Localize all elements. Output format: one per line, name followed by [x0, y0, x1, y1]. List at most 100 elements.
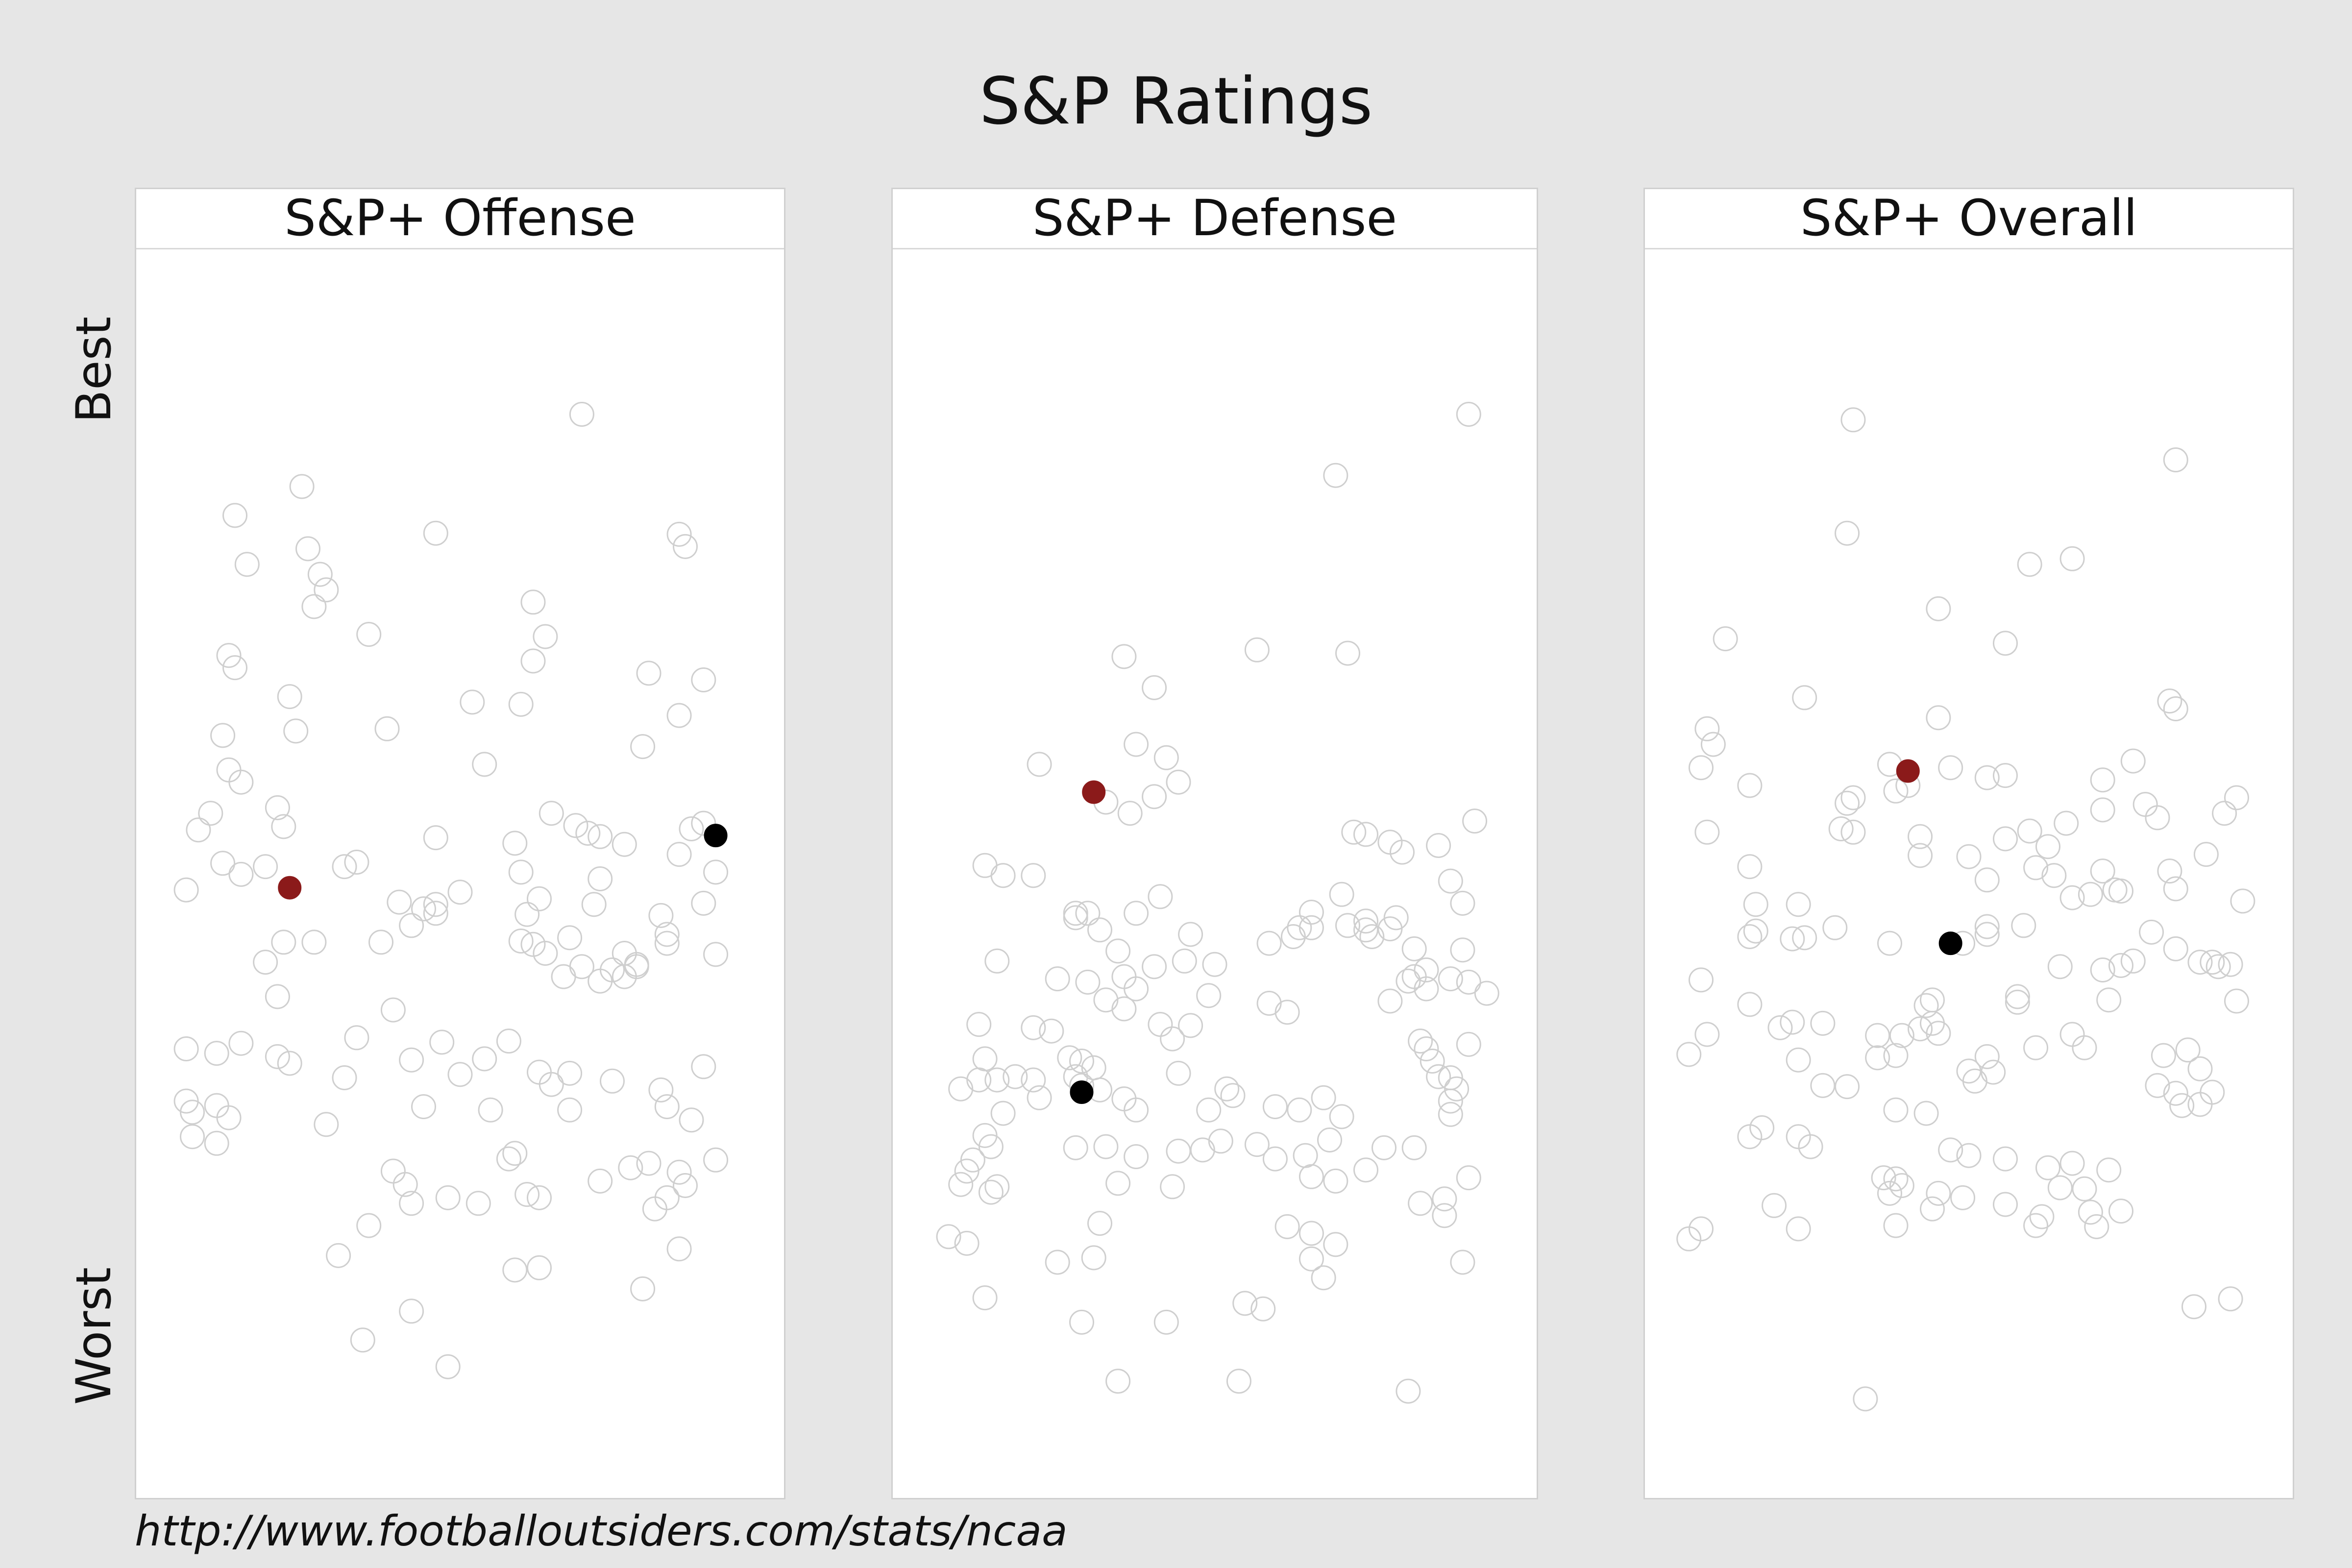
point-defense-48: [1142, 954, 1167, 980]
point-overall-78: [2059, 1022, 2085, 1047]
point-offense-8: [301, 594, 327, 619]
point-offense-11: [533, 624, 558, 649]
point-overall-87: [1865, 1023, 1890, 1048]
point-offense-110: [180, 1100, 205, 1125]
point-defense-30: [1438, 868, 1463, 894]
point-defense-55: [1075, 969, 1101, 995]
point-offense-80: [654, 931, 680, 956]
point-overall-30: [1993, 826, 2018, 852]
point-offense-17: [460, 689, 485, 715]
point-offense-100: [600, 1068, 625, 1094]
point-overall-89: [1780, 1009, 1805, 1035]
point-defense-101: [1353, 908, 1378, 934]
point-offense-138: [630, 1276, 656, 1301]
point-offense-21: [630, 734, 656, 760]
point-overall-101: [1883, 1043, 1909, 1068]
point-defense-64: [1069, 1049, 1094, 1074]
point-offense-132: [527, 1255, 552, 1280]
point-overall-72: [2224, 988, 2249, 1014]
point-overall-105: [1835, 1074, 1860, 1100]
point-defense-152: [1396, 1378, 1421, 1404]
point-offense-9: [356, 622, 382, 647]
point-offense-30: [265, 795, 290, 820]
point-defense-94: [1438, 1102, 1463, 1127]
point-offense-43: [539, 801, 564, 826]
point-offense-87: [204, 1041, 229, 1066]
plot-defense: [936, 402, 1499, 1404]
point-offense-41: [447, 880, 473, 905]
point-defense-128: [1456, 1165, 1481, 1191]
panel-title-defense: S&P+ Defense: [893, 189, 1537, 249]
point-offense-89: [265, 1044, 290, 1069]
point-overall-111: [2187, 1092, 2213, 1117]
point-defense-144: [954, 1230, 980, 1256]
point-defense-53: [1160, 1026, 1185, 1052]
point-overall-113: [2187, 1056, 2213, 1081]
point-overall-116: [1938, 1137, 1963, 1163]
point-offense-32: [186, 817, 211, 843]
point-overall-118: [1993, 1146, 2018, 1172]
point-offense-101: [648, 1077, 674, 1102]
point-defense-31: [1450, 890, 1475, 916]
point-offense-33: [210, 851, 236, 876]
point-offense-134: [703, 1147, 729, 1173]
plot-overall: [1676, 407, 2255, 1412]
point-overall-146: [2218, 1286, 2243, 1312]
point-overall-114: [2151, 1043, 2176, 1068]
point-overall-102: [1865, 1045, 1890, 1071]
point-offense-14: [673, 534, 698, 559]
point-overall-93: [1689, 967, 1714, 993]
point-defense-20: [1105, 938, 1131, 964]
point-overall-3: [2017, 552, 2042, 577]
point-offense-133: [654, 1185, 680, 1210]
point-defense-151: [1226, 1369, 1251, 1394]
highlight-red-offense: [278, 876, 302, 900]
point-offense-47: [588, 824, 613, 849]
point-defense-81: [1214, 1076, 1240, 1102]
point-overall-25: [1835, 790, 1860, 816]
point-offense-83: [265, 984, 290, 1009]
point-defense-89: [1420, 1049, 1445, 1074]
point-overall-144: [1689, 1216, 1714, 1242]
point-defense-132: [1323, 1168, 1348, 1194]
point-offense-106: [216, 1105, 242, 1130]
point-defense-150: [1105, 1369, 1131, 1394]
point-offense-2: [222, 503, 247, 528]
point-defense-124: [1298, 1164, 1324, 1189]
point-defense-5: [1244, 637, 1270, 662]
source-link[interactable]: http://www.footballoutsiders.com/stats/n…: [135, 1507, 1068, 1556]
point-overall-70: [2205, 954, 2231, 980]
point-offense-115: [478, 1097, 503, 1123]
point-defense-90: [1426, 1064, 1451, 1089]
point-defense-33: [1287, 915, 1312, 940]
point-overall-147: [2181, 1294, 2206, 1320]
point-offense-53: [520, 931, 546, 957]
point-overall-117: [1956, 1143, 1982, 1168]
point-defense-6: [1142, 675, 1167, 700]
point-overall-32: [2035, 834, 2060, 859]
point-defense-105: [972, 1123, 998, 1148]
point-defense-127: [1401, 1135, 1427, 1160]
point-overall-1: [2163, 447, 2188, 472]
point-overall-38: [2224, 785, 2249, 810]
point-offense-5: [295, 536, 320, 562]
point-defense-120: [1208, 1128, 1233, 1154]
point-overall-60: [1792, 925, 1817, 951]
point-offense-19: [520, 648, 546, 674]
point-defense-4: [1166, 769, 1191, 795]
highlight-black-offense: [704, 824, 728, 848]
point-offense-95: [472, 1046, 497, 1072]
point-defense-133: [1274, 1214, 1300, 1239]
point-overall-120: [2059, 1151, 2085, 1176]
point-defense-68: [966, 1012, 992, 1037]
point-overall-2: [1835, 520, 1860, 546]
point-overall-51: [2163, 876, 2188, 902]
point-defense-29: [1426, 833, 1451, 858]
point-offense-102: [654, 1094, 680, 1119]
point-offense-52: [508, 929, 534, 954]
point-overall-135: [2029, 1204, 2055, 1229]
point-overall-33: [2054, 810, 2079, 836]
point-defense-54: [1045, 966, 1070, 992]
point-offense-123: [399, 1191, 424, 1216]
point-overall-54: [1743, 892, 1768, 917]
